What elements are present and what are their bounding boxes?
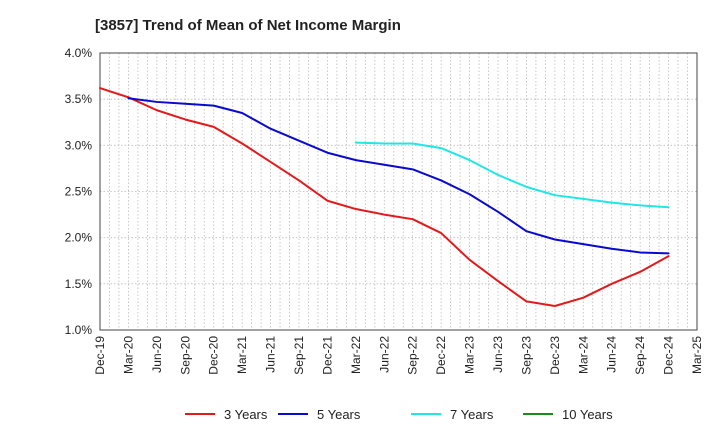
x-tick-label: Mar-21 — [235, 336, 249, 374]
x-tick-label: Mar-25 — [690, 336, 704, 374]
y-tick-label: 2.5% — [65, 185, 93, 199]
x-tick-label: Sep-21 — [292, 336, 306, 375]
series-lines — [99, 87, 670, 307]
x-tick-label: Jun-22 — [377, 336, 391, 373]
x-tick-label: Sep-23 — [519, 336, 533, 375]
x-axis: Dec-19 Mar-20 Jun-20 Sep-20 Dec-20 Mar-21 Jun-… — [93, 336, 704, 375]
x-tick-label: Jun-21 — [264, 336, 278, 373]
x-tick-label: Dec-21 — [320, 336, 334, 375]
grid — [99, 52, 698, 331]
x-tick-label: Jun-20 — [150, 336, 164, 373]
chart-title: [3857] Trend of Mean of Net Income Margi… — [95, 17, 401, 34]
x-tick-label: Sep-20 — [178, 336, 192, 375]
legend-label: 7 Years — [450, 407, 494, 422]
x-tick-label: Dec-24 — [662, 336, 676, 375]
x-tick-label: Dec-23 — [548, 336, 562, 375]
x-tick-label: Mar-20 — [121, 336, 135, 374]
plot-frame — [99, 52, 698, 331]
y-axis: 1.0% 1.5% 2.0% 2.5% 3.0% 3.5% 4.0% — [65, 46, 93, 337]
y-tick-label: 2.0% — [65, 231, 93, 245]
x-tick-label: Dec-22 — [434, 336, 448, 375]
series-line — [127, 97, 670, 255]
legend-label: 3 Years — [224, 407, 268, 422]
x-tick-label: Mar-22 — [349, 336, 363, 374]
x-tick-label: Mar-24 — [576, 336, 590, 374]
y-tick-label: 4.0% — [65, 46, 93, 60]
legend-label: 5 Years — [317, 407, 361, 422]
series-line — [354, 141, 670, 209]
y-tick-label: 1.0% — [65, 323, 93, 337]
x-tick-label: Mar-23 — [463, 336, 477, 374]
x-tick-label: Jun-24 — [605, 336, 619, 373]
x-tick-label: Jun-23 — [491, 336, 505, 373]
y-tick-label: 3.0% — [65, 138, 93, 152]
x-tick-label: Sep-22 — [406, 336, 420, 375]
y-tick-label: 1.5% — [65, 277, 93, 291]
legend-label: 10 Years — [562, 407, 613, 422]
x-tick-label: Dec-20 — [207, 336, 221, 375]
x-tick-label: Sep-24 — [633, 336, 647, 375]
y-tick-label: 3.5% — [65, 92, 93, 106]
x-tick-label: Dec-19 — [93, 336, 107, 375]
series-line — [99, 87, 670, 307]
legend: 3 Years 5 Years 7 Years 10 Years — [185, 407, 613, 422]
